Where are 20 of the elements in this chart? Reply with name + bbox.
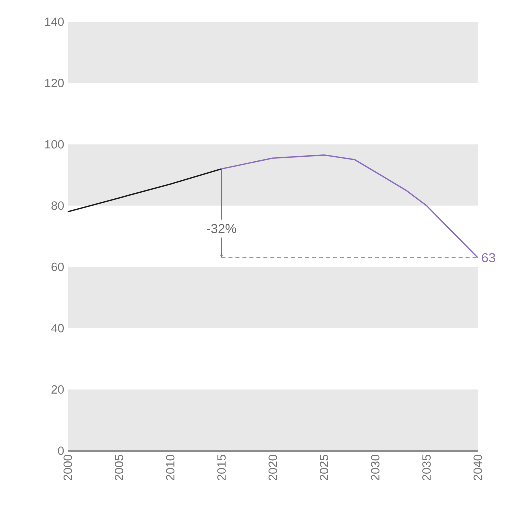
x-tick-label: 2005 [115,455,124,481]
annotation: 63 [482,253,496,263]
line-series [67,168,222,213]
x-tick-label: 2025 [320,455,328,481]
y-tick-label: 40 [51,324,64,333]
x-tick-label: 2040 [474,454,482,481]
x-tick-label: 2030 [371,454,380,481]
x-tick-label: 2015 [218,455,226,481]
x-tick-label: 2000 [64,454,72,481]
x-tick-label: 2010 [166,454,175,481]
y-tick-label: 60 [52,262,64,272]
y-tick-label: 80 [52,202,64,210]
x-tick-label: 2035 [422,455,431,481]
y-tick-label: 100 [45,140,64,149]
y-tick-label: 20 [52,385,64,394]
y-tick-label: 120 [45,79,64,88]
y-tick-label: 0 [58,446,64,456]
y-tick-label: 140 [45,18,64,26]
annotation: -32% [207,224,236,234]
x-tick-label: 2020 [268,454,278,481]
